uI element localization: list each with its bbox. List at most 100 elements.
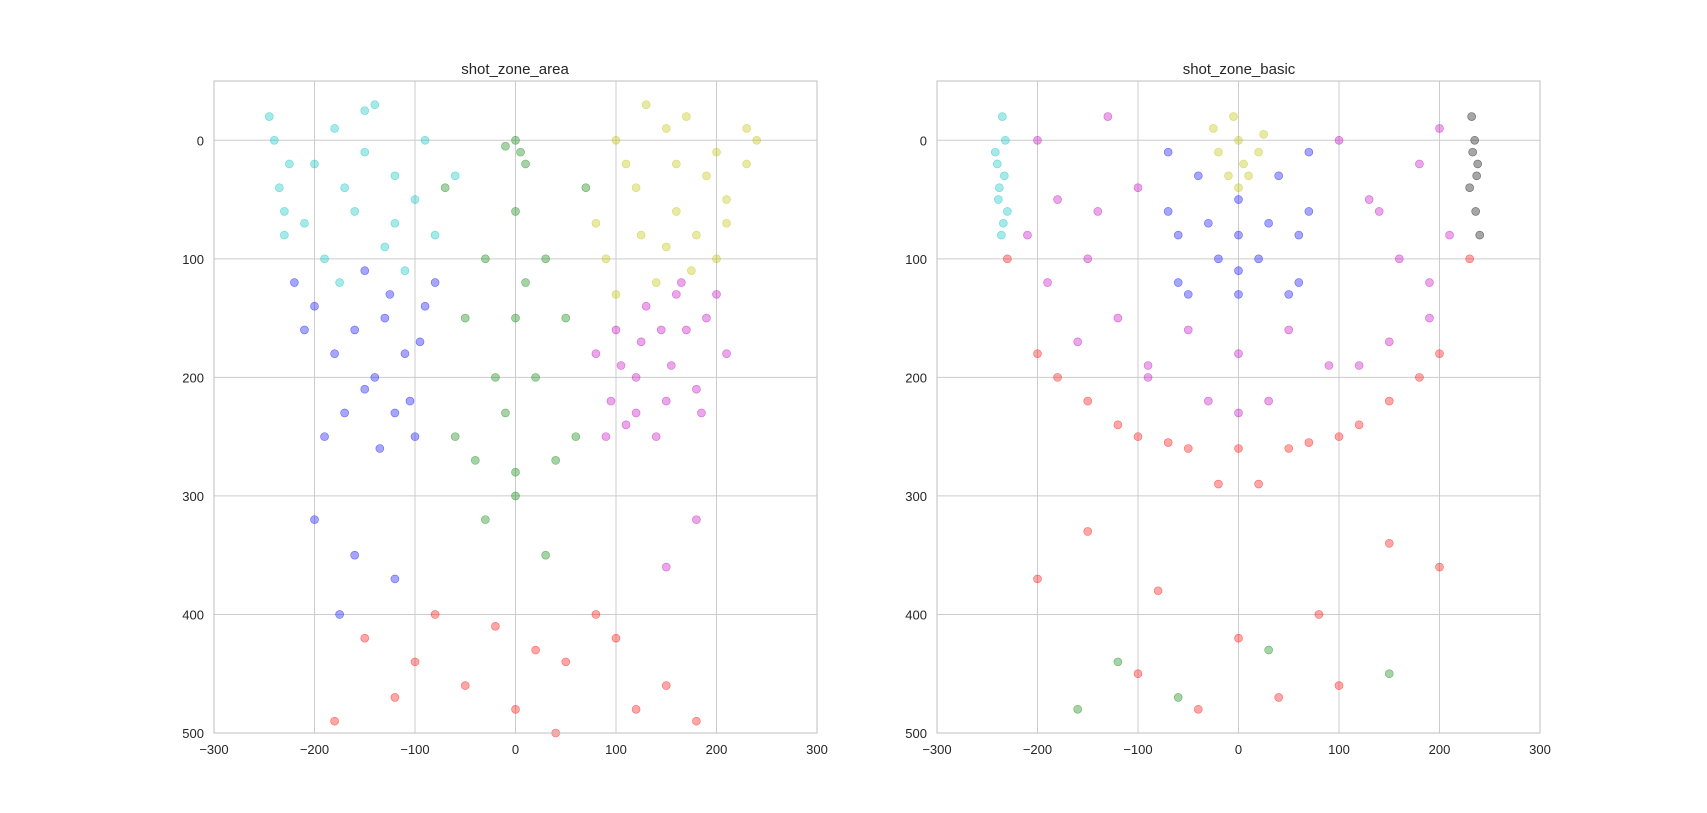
plot-frame: [213, 80, 818, 734]
scatter-point: [1259, 130, 1268, 139]
scatter-point: [722, 195, 731, 204]
scatter-point: [581, 183, 591, 192]
scatter-point: [420, 135, 430, 145]
series-1: [1023, 112, 1454, 418]
scatter-point: [310, 159, 319, 169]
scatter-point: [1001, 135, 1010, 145]
scatter-point: [661, 681, 671, 690]
scatter-point: [1234, 135, 1243, 145]
scatter-point: [300, 325, 309, 335]
scatter-points: [990, 112, 1484, 714]
chart-shot-zone-basic: shot_zone_basic −300 −200 −100 0 100 200 300 0 1…: [905, 61, 1551, 757]
series-6: [1073, 645, 1394, 714]
scatter-point: [1468, 147, 1477, 157]
scatter-point: [621, 420, 631, 430]
x-tick-label: 0: [1235, 742, 1242, 757]
scatter-point: [1083, 396, 1093, 406]
scatter-point: [410, 657, 420, 667]
scatter-point: [1163, 438, 1173, 447]
scatter-point: [995, 183, 1004, 192]
scatter-point: [1153, 586, 1163, 596]
scatter-point: [1053, 195, 1062, 204]
scatter-point: [1254, 254, 1263, 264]
scatter-point: [360, 266, 370, 275]
scatter-point: [1133, 183, 1143, 192]
scatter-point: [697, 408, 706, 418]
scatter-point: [1445, 230, 1454, 240]
scatter-point: [1264, 218, 1273, 228]
series-0: [990, 112, 1012, 240]
scatter-point: [616, 361, 626, 370]
series-3: [1209, 112, 1268, 192]
scatter-point: [420, 301, 430, 311]
scatter-point: [330, 716, 339, 726]
scatter-point: [1274, 171, 1283, 181]
scatter-point: [661, 242, 671, 252]
series-5: [1003, 254, 1474, 714]
scatter-point: [1214, 254, 1223, 264]
scatter-point: [370, 373, 380, 382]
scatter-point: [1465, 183, 1474, 192]
scatter-point: [1274, 693, 1283, 702]
scatter-point: [1204, 218, 1213, 228]
scatter-point: [712, 254, 721, 264]
scatter-point: [1224, 171, 1233, 181]
series-1: [290, 266, 440, 619]
scatter-point: [641, 100, 651, 110]
scatter-point: [1229, 112, 1238, 121]
y-tick-label: 300: [905, 489, 927, 504]
scatter-point: [1471, 207, 1480, 216]
scatter-point: [1284, 444, 1294, 453]
scatter-point: [430, 610, 440, 619]
scatter-point: [1143, 373, 1153, 382]
scatter-point: [1304, 147, 1314, 157]
scatter-point: [1234, 349, 1243, 358]
scatter-point: [390, 218, 400, 228]
scatter-point: [611, 325, 621, 335]
scatter-point: [1425, 278, 1434, 287]
scatter-point: [1234, 266, 1243, 275]
scatter-point: [350, 325, 360, 335]
scatter-point: [385, 290, 395, 299]
scatter-point: [380, 313, 390, 323]
scatter-point: [360, 633, 370, 643]
scatter-point: [561, 657, 571, 667]
scatter-point: [360, 384, 370, 394]
scatter-point: [481, 254, 490, 264]
scatter-point: [310, 301, 319, 311]
scatter-point: [320, 254, 329, 264]
scatter-point: [999, 218, 1008, 228]
scatter-point: [1033, 349, 1042, 358]
scatter-point: [330, 349, 339, 358]
scatter-point: [1384, 396, 1394, 406]
y-tick-label: 500: [905, 726, 927, 741]
scatter-point: [370, 100, 380, 110]
scatter-point: [360, 106, 370, 115]
scatter-point: [1033, 574, 1042, 584]
scatter-point: [440, 183, 450, 192]
scatter-point: [1254, 479, 1263, 489]
scatter-point: [275, 183, 284, 192]
scatter-point: [591, 349, 601, 358]
scatter-point: [491, 622, 500, 631]
scatter-point: [611, 290, 621, 299]
scatter-point: [460, 681, 470, 690]
scatter-point: [682, 112, 691, 121]
scatter-point: [1163, 207, 1173, 216]
scatter-point: [531, 645, 540, 655]
scatter-point: [998, 112, 1007, 121]
scatter-point: [1470, 135, 1479, 145]
scatter-point: [1000, 171, 1009, 181]
scatter-point: [1234, 408, 1243, 418]
scatter-point: [491, 373, 500, 382]
scatter-point: [290, 278, 299, 287]
scatter-point: [682, 325, 691, 335]
scatter-point: [712, 147, 721, 157]
scatter-point: [1093, 207, 1103, 216]
scatter-point: [450, 432, 460, 441]
scatter-point: [601, 432, 611, 441]
scatter-point: [992, 159, 1002, 169]
scatter-point: [340, 183, 349, 192]
scatter-point: [1467, 112, 1476, 121]
